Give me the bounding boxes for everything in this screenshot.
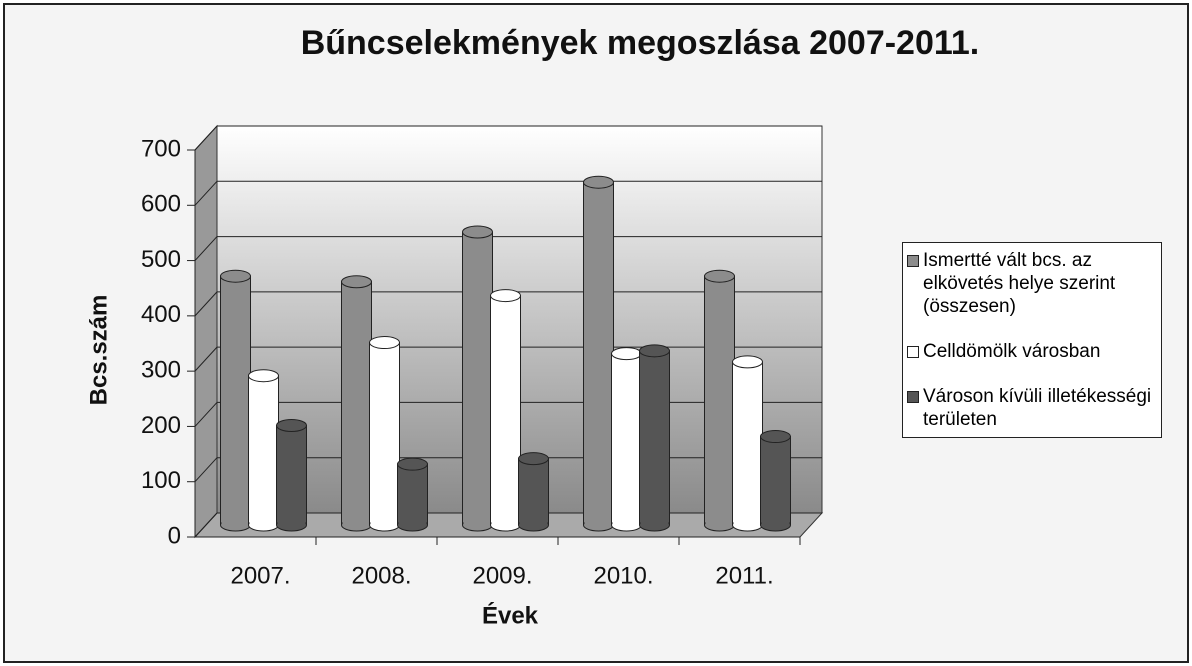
cylinder-top bbox=[220, 269, 251, 283]
side-wall bbox=[194, 124, 218, 539]
cylinder bbox=[462, 225, 493, 532]
cylinder-top bbox=[369, 336, 400, 350]
legend-swatch bbox=[907, 391, 919, 403]
cylinder-top bbox=[462, 225, 493, 239]
cylinder bbox=[760, 430, 791, 532]
y-tick-label: 0 bbox=[168, 522, 181, 549]
legend-label: Ismertté vált bcs. az elkövetés helye sz… bbox=[923, 250, 1116, 317]
chart-title: Bűncselekmények megoszlása 2007-2011. bbox=[301, 24, 980, 62]
cylinder bbox=[220, 269, 251, 532]
cylinder-fill bbox=[370, 342, 399, 525]
y-tick-label: 700 bbox=[141, 135, 181, 162]
grid-line bbox=[194, 291, 218, 317]
legend-label: Városon kívüli illetékességi területen bbox=[923, 386, 1152, 430]
cylinder bbox=[248, 369, 279, 532]
cylinder-fill bbox=[221, 276, 250, 525]
cylinder-top bbox=[732, 355, 763, 369]
legend-item: Ismertté vált bcs. az elkövetés helye sz… bbox=[907, 249, 1157, 318]
legend-item: Celldömölk városban bbox=[907, 340, 1157, 363]
cylinder-top bbox=[248, 369, 279, 383]
cylinder-top bbox=[518, 452, 549, 466]
cylinder-fill bbox=[463, 231, 492, 525]
cylinder bbox=[276, 418, 307, 532]
cylinder-fill bbox=[612, 353, 641, 525]
cylinder-fill bbox=[705, 276, 734, 525]
cylinder-top bbox=[397, 457, 428, 471]
grid-line bbox=[194, 457, 218, 483]
grid-line bbox=[194, 346, 218, 372]
cylinder-fill bbox=[491, 295, 520, 525]
cylinder-fill bbox=[249, 375, 278, 525]
x-tick-label: 2009. bbox=[472, 562, 532, 589]
cylinder bbox=[490, 289, 521, 532]
cylinder bbox=[639, 344, 670, 532]
y-tick-label: 500 bbox=[141, 246, 181, 273]
grid-line bbox=[194, 512, 218, 538]
cylinder-fill bbox=[733, 361, 762, 525]
cylinder-top bbox=[276, 418, 307, 432]
cylinder bbox=[518, 452, 549, 532]
x-tick-label: 2011. bbox=[715, 562, 773, 589]
cylinder-top bbox=[583, 175, 614, 189]
cylinder bbox=[611, 347, 642, 532]
legend: Ismertté vált bcs. az elkövetés helye sz… bbox=[902, 242, 1162, 438]
y-tick-label: 300 bbox=[141, 356, 181, 383]
cylinder-fill bbox=[342, 281, 371, 525]
cylinder-top bbox=[760, 430, 791, 444]
x-tick-label: 2007. bbox=[230, 562, 290, 589]
cylinder-top bbox=[639, 344, 670, 358]
cylinder-top bbox=[341, 275, 372, 289]
cylinder bbox=[341, 275, 372, 532]
y-tick-label: 200 bbox=[141, 412, 181, 439]
legend-item: Városon kívüli illetékességi területen bbox=[907, 385, 1157, 431]
cylinder bbox=[397, 457, 428, 532]
cylinder bbox=[583, 175, 614, 532]
grid-line bbox=[194, 180, 218, 206]
x-tick-label: 2010. bbox=[593, 562, 653, 589]
cylinder-fill bbox=[584, 182, 613, 525]
cylinder bbox=[732, 355, 763, 532]
legend-swatch bbox=[907, 255, 919, 267]
cylinder bbox=[369, 336, 400, 532]
cylinder-fill bbox=[398, 464, 427, 525]
legend-label: Celldömölk városban bbox=[923, 341, 1101, 362]
y-tick-label: 400 bbox=[141, 301, 181, 328]
cylinder-fill bbox=[640, 350, 669, 525]
x-tick-label: 2008. bbox=[351, 562, 411, 589]
x-axis-label: Évek bbox=[482, 601, 539, 629]
grid-line bbox=[194, 125, 218, 151]
y-axis-label: Bcs.szám bbox=[85, 295, 112, 406]
cylinder-fill bbox=[277, 425, 306, 525]
cylinder-top bbox=[611, 347, 642, 361]
cylinder-top bbox=[704, 269, 735, 283]
legend-swatch bbox=[907, 346, 919, 358]
y-tick-label: 600 bbox=[141, 191, 181, 218]
grid-line bbox=[194, 402, 218, 427]
cylinder-fill bbox=[519, 458, 548, 525]
grid-line bbox=[194, 236, 218, 261]
y-tick-label: 100 bbox=[141, 467, 181, 494]
cylinder-fill bbox=[761, 436, 790, 525]
cylinder bbox=[704, 269, 735, 532]
cylinder-top bbox=[490, 289, 521, 303]
